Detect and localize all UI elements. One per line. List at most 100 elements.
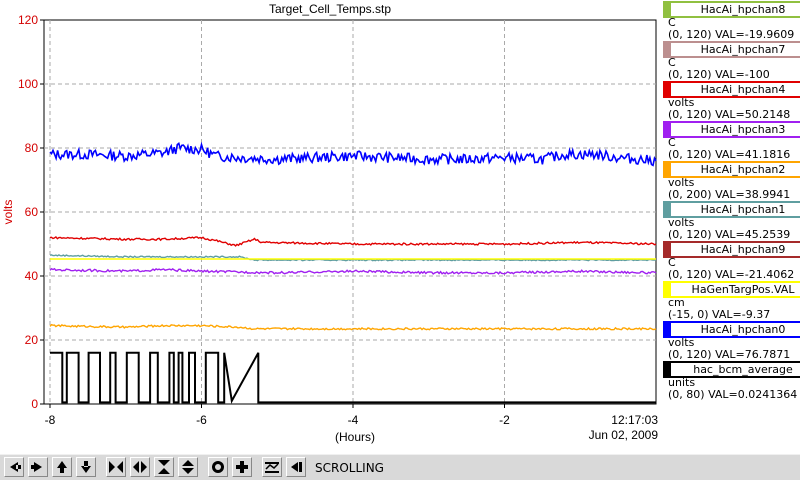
legend-unit: volts [668, 336, 695, 349]
legend-unit: cm [668, 296, 685, 309]
legend-name: HacAi_hpchan1 [700, 203, 786, 216]
scroll-left-button[interactable] [4, 457, 24, 477]
y-tick-label: 80 [25, 141, 39, 155]
series-line [49, 267, 657, 275]
y-tick-label: 100 [18, 77, 38, 91]
legend-unit: C [668, 136, 676, 149]
series-HacAi_hpchan0 [49, 141, 657, 167]
x-axis: -8 -6 -4 -2 [45, 404, 510, 427]
status-text: SCROLLING [315, 461, 384, 475]
scroll-to-end-icon [291, 462, 302, 472]
legend-name: HacAi_hpchan9 [700, 243, 786, 256]
series-HacAi_hpchan2 [49, 323, 657, 331]
zoom-in-y-button[interactable] [154, 457, 174, 477]
legend-range-value: (0, 120) VAL=45.2539 [668, 228, 791, 241]
series-hac_bcm_average [50, 351, 656, 404]
zoom-out-vertical-icon [182, 460, 194, 474]
autoscale-icon [265, 462, 279, 473]
series-HacAi_hpchan1 [49, 254, 657, 262]
x-tick-label: -2 [499, 413, 510, 427]
zoom-in-x-button[interactable] [106, 457, 126, 477]
scroll-right-button[interactable] [28, 457, 48, 477]
series-line [49, 254, 657, 262]
y-axis-label: volts [1, 200, 15, 225]
y-tick-label: 40 [25, 269, 39, 283]
legend-range-value: (0, 120) VAL=-100 [668, 68, 770, 81]
legend-unit: volts [668, 216, 695, 229]
legend-name: hac_bcm_average [693, 363, 793, 376]
x-tick-label: -8 [45, 413, 56, 427]
legend-entry[interactable]: hac_bcm_average units (0, 80) VAL=0.024136… [661, 360, 800, 408]
legend: HacAi_hpchan8 C (0, 120) VAL=-19.9609 HacAi… [661, 0, 800, 430]
legend-entry[interactable]: HacAi_hpchan9 C (0, 120) VAL=-21.4062 [661, 240, 800, 288]
chart-title: Target_Cell_Temps.stp [269, 2, 391, 16]
series-layer [49, 141, 657, 404]
legend-swatch-label[interactable]: HacAi_hpchan7 [663, 41, 800, 58]
y-axis: 0 20 40 60 80 100 120 [18, 13, 44, 411]
plus-icon [236, 461, 248, 473]
scroll-down-button[interactable] [76, 457, 96, 477]
legend-entry[interactable]: HacAi_hpchan8 C (0, 120) VAL=-19.9609 [661, 0, 800, 48]
add-button[interactable] [232, 457, 252, 477]
zoom-out-y-button[interactable] [178, 457, 198, 477]
x-axis-label: (Hours) [335, 430, 375, 444]
legend-swatch-label[interactable]: HacAi_hpchan8 [663, 1, 800, 18]
legend-swatch-label[interactable]: HacAi_hpchan3 [663, 121, 800, 138]
series-line [50, 351, 656, 404]
y-tick-label: 60 [25, 205, 39, 219]
legend-unit: C [668, 16, 676, 29]
legend-name: HacAi_hpchan0 [700, 323, 786, 336]
legend-unit: volts [668, 176, 695, 189]
legend-swatch-label[interactable]: hac_bcm_average [663, 361, 800, 378]
autoscale-button[interactable] [262, 457, 282, 477]
series-HacAi_hpchan3 [49, 267, 657, 275]
zoom-out-horizontal-icon [133, 461, 147, 473]
series-HacAi_hpchan4 [49, 235, 657, 247]
y-tick-label: 120 [18, 13, 38, 27]
grid [44, 20, 656, 404]
zoom-in-horizontal-icon [109, 461, 123, 473]
zoom-in-vertical-icon [158, 460, 170, 474]
x-tick-label: -4 [348, 413, 359, 427]
time-label: 12:17:03 [611, 413, 658, 427]
legend-entry[interactable]: HaGenTargPos.VAL cm (-15, 0) VAL=-9.37 [661, 280, 800, 328]
legend-range-value: (0, 200) VAL=38.9941 [668, 188, 791, 201]
legend-entry[interactable]: HacAi_hpchan7 C (0, 120) VAL=-100 [661, 40, 800, 88]
y-tick-label: 20 [25, 333, 39, 347]
legend-unit: C [668, 56, 676, 69]
legend-swatch-label[interactable]: HacAi_hpchan2 [663, 161, 800, 178]
legend-unit: C [668, 256, 676, 269]
legend-range-value: (-15, 0) VAL=-9.37 [668, 308, 771, 321]
legend-swatch-label[interactable]: HacAi_hpchan9 [663, 241, 800, 258]
scroll-toggle-button[interactable] [286, 457, 306, 477]
legend-range-value: (0, 120) VAL=76.7871 [668, 348, 791, 361]
zoom-out-x-button[interactable] [130, 457, 150, 477]
legend-swatch-label[interactable]: HacAi_hpchan0 [663, 321, 800, 338]
center-button[interactable] [208, 457, 228, 477]
legend-unit: units [668, 376, 696, 389]
legend-swatch-label[interactable]: HacAi_hpchan1 [663, 201, 800, 218]
legend-range-value: (0, 120) VAL=41.1816 [668, 148, 791, 161]
legend-name: HacAi_hpchan2 [700, 163, 786, 176]
legend-range-value: (0, 120) VAL=50.2148 [668, 108, 791, 121]
series-line [49, 141, 657, 167]
scroll-up-button[interactable] [52, 457, 72, 477]
legend-entry[interactable]: HacAi_hpchan3 C (0, 120) VAL=41.1816 [661, 120, 800, 168]
legend-range-value: (0, 80) VAL=0.0241364 [668, 388, 798, 401]
legend-name: HacAi_hpchan3 [700, 123, 786, 136]
x-tick-label: -6 [196, 413, 207, 427]
series-line [49, 323, 657, 331]
legend-swatch-label[interactable]: HaGenTargPos.VAL [663, 281, 800, 298]
legend-name: HacAi_hpchan4 [700, 83, 786, 96]
legend-entry[interactable]: HacAi_hpchan4 volts (0, 120) VAL=50.2148 [661, 80, 800, 128]
date-label: Jun 02, 2009 [589, 428, 659, 442]
legend-name: HacAi_hpchan8 [700, 3, 786, 16]
series-line [49, 235, 657, 247]
legend-range-value: (0, 120) VAL=-19.9609 [668, 28, 795, 41]
strip-chart: Target_Cell_Temps.stp 0 20 40 60 80 100 120 -8… [1, 2, 659, 444]
legend-name: HacAi_hpchan7 [700, 43, 786, 56]
legend-swatch-label[interactable]: HacAi_hpchan4 [663, 81, 800, 98]
